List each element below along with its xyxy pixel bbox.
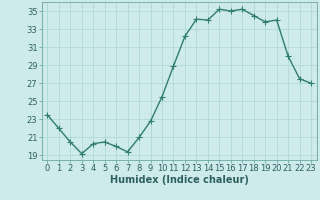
X-axis label: Humidex (Indice chaleur): Humidex (Indice chaleur) — [110, 175, 249, 185]
